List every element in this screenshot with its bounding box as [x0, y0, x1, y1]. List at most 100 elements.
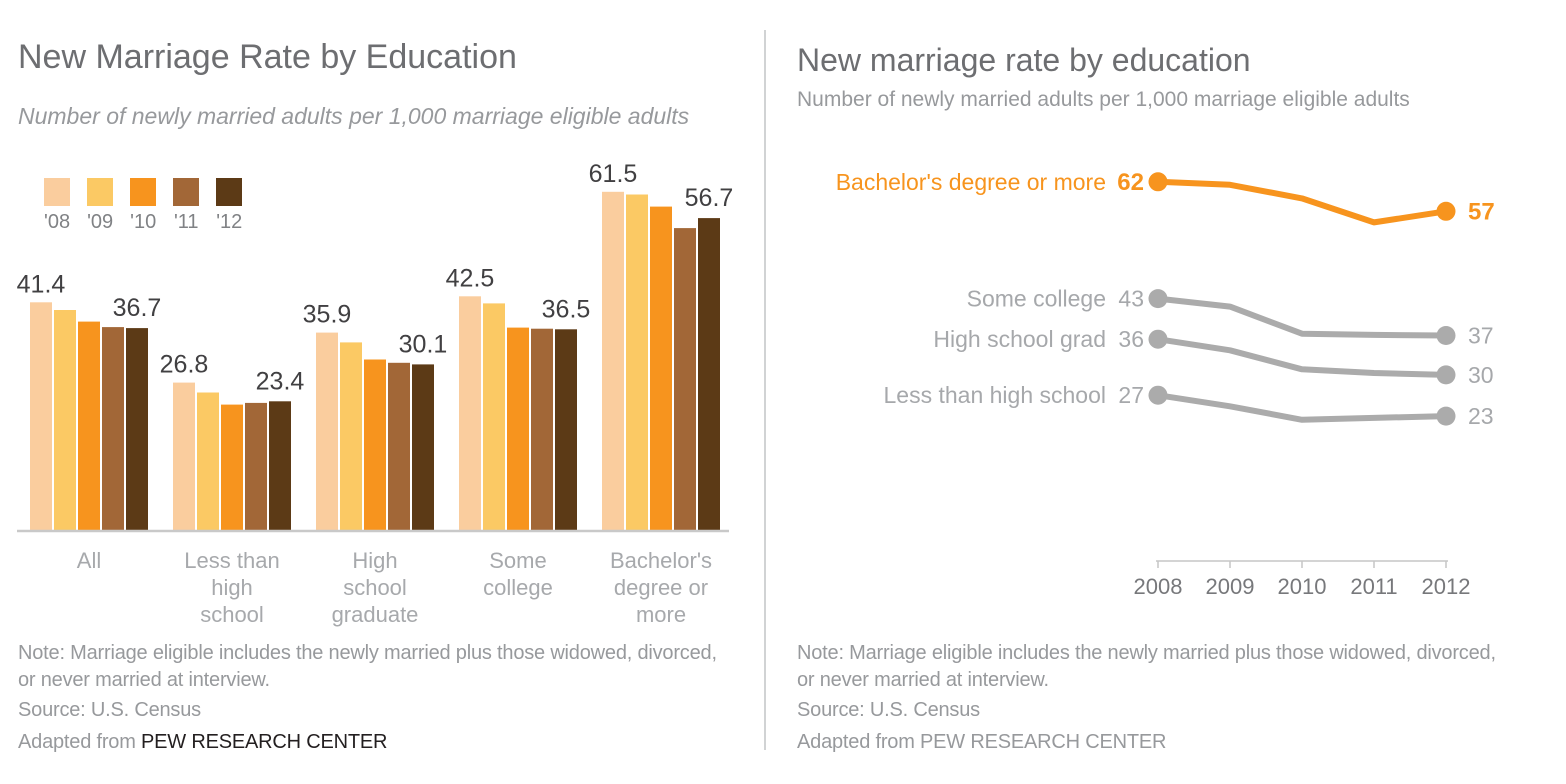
- bar-bachelor-s-degree-or-more-12: [698, 218, 720, 530]
- line-bachelor-s-degree-or-more: [1155, 178, 1449, 226]
- legend-swatch-10: [130, 178, 157, 206]
- panel-divider: [764, 30, 766, 750]
- axis-year-label-2010: 2010: [1278, 574, 1327, 599]
- legend-swatch-12: [216, 178, 243, 206]
- bar-less-than-high-school-11: [245, 402, 267, 530]
- bar-less-than-high-school-09: [197, 392, 219, 530]
- series-start-value-some-college: 43: [1118, 286, 1144, 312]
- bar-value-first-high-school-graduate: 35.9: [303, 301, 352, 329]
- bar-all-11: [102, 327, 124, 530]
- dot-end-bachelor-s-degree-or-more: [1436, 201, 1456, 221]
- legend-year-label: '12: [216, 211, 243, 233]
- series-label-bachelor-s-degree-or-more: Bachelor's degree or more: [836, 169, 1106, 195]
- bar-bachelor-s-degree-or-more-10: [650, 206, 672, 530]
- bar-high-school-graduate-09: [340, 342, 362, 530]
- legend-year-label: '11: [173, 211, 199, 233]
- bar-all-09: [54, 310, 76, 530]
- category-label-bachelor-s-degree-or-more: more: [636, 602, 686, 627]
- legend-item-10: '10: [130, 178, 156, 234]
- dot-end-high-school-grad: [1436, 365, 1456, 385]
- bar-bachelor-s-degree-or-more-11: [674, 228, 696, 530]
- bar-bachelor-s-degree-or-more-08: [602, 191, 624, 531]
- legend-year-label: '09: [87, 211, 114, 233]
- category-label-less-than-high-school: high: [211, 575, 253, 600]
- series-end-value-some-college: 37: [1468, 323, 1494, 349]
- bar-less-than-high-school-10: [221, 404, 243, 530]
- axis-year-label-2009: 2009: [1206, 574, 1255, 599]
- dot-end-some-college: [1436, 326, 1456, 345]
- right-chart-title: New marriage rate by education: [797, 42, 1251, 78]
- category-label-high-school-graduate: school: [343, 575, 407, 600]
- right-note-line1: Note: Marriage eligible includes the new…: [797, 642, 1496, 664]
- bar-high-school-graduate-08: [316, 332, 338, 530]
- series-end-value-bachelor-s-degree-or-more: 57: [1468, 198, 1495, 225]
- legend-item-09: '09: [87, 178, 113, 234]
- series-label-some-college: Some college: [967, 286, 1106, 312]
- legend-year-label: '08: [44, 211, 71, 233]
- category-label-bachelor-s-degree-or-more: Bachelor's: [610, 548, 712, 573]
- dot-start-high-school-grad: [1148, 329, 1168, 349]
- category-label-all: All: [77, 548, 101, 573]
- category-label-high-school-graduate: graduate: [332, 602, 419, 627]
- series-start-value-less-than-high-school: 27: [1118, 382, 1144, 408]
- line-less-than-high-school: [1155, 392, 1449, 423]
- left-chart-title: New Marriage Rate by Education: [18, 38, 517, 76]
- category-label-some-college: Some: [489, 548, 546, 573]
- category-label-bachelor-s-degree-or-more: degree or: [614, 575, 708, 600]
- bar-value-last-bachelor-s-degree-or-more: 56.7: [685, 184, 734, 212]
- bar-some-college-08: [459, 296, 481, 531]
- bar-less-than-high-school-12: [269, 401, 291, 530]
- line-chart: 2008 2009 2010 2011 2012 Bachelor's degree or…: [836, 169, 1495, 599]
- legend-item-12: '12: [216, 178, 242, 234]
- left-adapted-prefix: Adapted from: [18, 731, 142, 753]
- category-label-less-than-high-school: Less than: [184, 548, 279, 573]
- series-start-value-high-school-grad: 36: [1118, 326, 1144, 352]
- legend-item-08: '08: [44, 178, 70, 234]
- right-source: Source: U.S. Census: [797, 699, 980, 721]
- left-note-line2: or never married at interview.: [18, 669, 270, 691]
- right-chart-subtitle: Number of newly married adults per 1,000…: [797, 88, 1410, 111]
- legend-swatch-08: [44, 178, 71, 206]
- series-end-value-high-school-grad: 30: [1468, 362, 1494, 388]
- bar-bachelor-s-degree-or-more-09: [626, 194, 648, 530]
- category-label-some-college: college: [483, 575, 553, 600]
- left-source: Source: U.S. Census: [18, 699, 201, 721]
- series-start-value-bachelor-s-degree-or-more: 62: [1117, 169, 1144, 196]
- bar-all-10: [78, 321, 100, 530]
- axis-year-label-2012: 2012: [1422, 574, 1471, 599]
- bar-some-college-10: [507, 327, 529, 530]
- bar-high-school-graduate-12: [412, 364, 434, 530]
- dot-start-bachelor-s-degree-or-more: [1148, 172, 1168, 192]
- bar-high-school-graduate-10: [364, 359, 386, 530]
- category-label-less-than-high-school: school: [200, 602, 264, 627]
- bar-value-first-all: 41.4: [17, 270, 66, 298]
- year-legend: '08 '09 '10 '11 '12: [44, 178, 242, 234]
- series-label-less-than-high-school: Less than high school: [884, 382, 1107, 408]
- legend-swatch-11: [173, 178, 200, 206]
- bar-value-last-all: 36.7: [113, 294, 162, 322]
- series-end-value-less-than-high-school: 23: [1468, 403, 1494, 429]
- series-label-high-school-grad: High school grad: [933, 326, 1106, 352]
- axis-year-label-2008: 2008: [1134, 574, 1183, 599]
- dot-start-less-than-high-school: [1148, 385, 1168, 405]
- bar-less-than-high-school-08: [173, 382, 195, 530]
- legend-swatch-09: [87, 178, 114, 206]
- left-adapted-org: PEW RESEARCH CENTER: [141, 731, 388, 753]
- bar-high-school-graduate-11: [388, 362, 410, 530]
- bar-value-last-high-school-graduate: 30.1: [399, 330, 448, 358]
- bar-value-last-less-than-high-school: 23.4: [256, 367, 305, 395]
- left-note-line1: Note: Marriage eligible includes the new…: [18, 642, 717, 664]
- right-adapted-line: Adapted from PEW RESEARCH CENTER: [797, 731, 1167, 753]
- legend-year-label: '10: [130, 211, 157, 233]
- legend-item-11: '11: [173, 178, 200, 234]
- bar-all-12: [126, 328, 148, 530]
- bar-value-first-some-college: 42.5: [446, 264, 495, 292]
- bar-some-college-12: [555, 329, 577, 531]
- left-chart-subtitle: Number of newly married adults per 1,000…: [18, 103, 690, 129]
- bar-some-college-09: [483, 303, 505, 530]
- left-adapted-line: Adapted from PEW RESEARCH CENTER: [18, 731, 387, 754]
- dot-end-less-than-high-school: [1436, 406, 1456, 426]
- line-high-school-grad: [1155, 336, 1449, 378]
- bar-some-college-11: [531, 328, 553, 530]
